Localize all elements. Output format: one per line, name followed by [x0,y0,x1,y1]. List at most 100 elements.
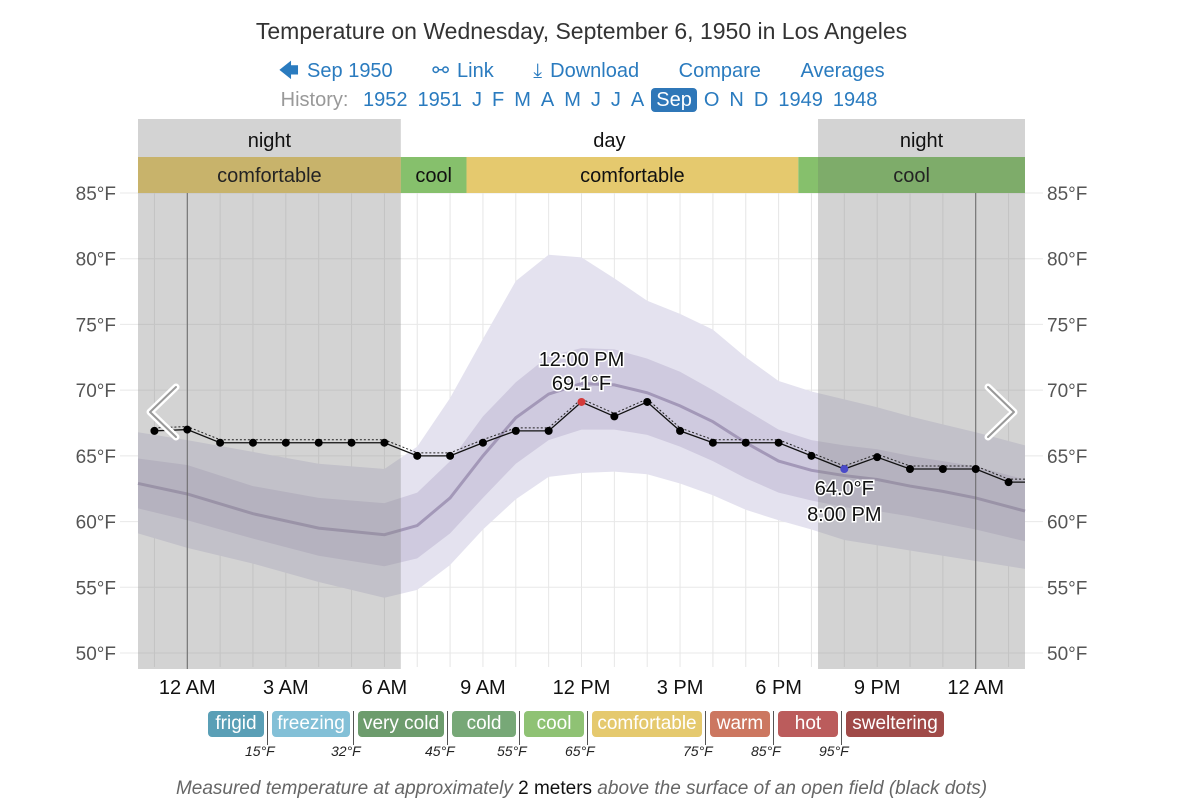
x-tick-label: 9 AM [460,677,506,699]
annotation-time: 12:00 PM [539,349,625,371]
prev-day-arrow-icon[interactable] [149,386,177,438]
history-link-8[interactable]: J [610,89,621,111]
measured-point [281,438,290,447]
night-shade [138,119,401,669]
history-link-10[interactable]: Sep [651,88,697,112]
history-link-11[interactable]: O [703,89,720,111]
average-line [137,382,1026,537]
legend-item-cold: cold [452,711,516,737]
night-shade-band [818,157,1025,193]
legend-item-hot: hot [778,711,838,737]
download-button[interactable]: ⤓ Download [533,60,639,82]
link-button[interactable]: ⚯ Link [432,60,493,82]
y-tick-label-left: 65°F [76,447,116,468]
measured-point [971,465,980,473]
history-link-6[interactable]: M [564,89,581,111]
x-tick-label: 12 PM [553,677,611,699]
measured-point [544,426,553,435]
history-link-2[interactable]: J [472,89,483,111]
history-link-12[interactable]: N [729,89,744,111]
y-tick-label-right: 60°F [1047,513,1087,534]
legend-item-sweltering: sweltering [846,711,944,737]
history-link-5[interactable]: A [540,89,555,111]
comfort-band-label: comfortable [217,165,322,187]
history-link-1[interactable]: 1951 [417,89,463,111]
history-label: History: [280,89,349,111]
band-25-75 [138,348,1025,567]
measured-point [150,426,159,435]
measured-point [216,438,225,447]
nav-bar: 🡄 Sep 1950 ⚯ Link ⤓ Download Compare Averag… [0,56,1163,90]
measured-point [1004,478,1013,487]
legend-threshold-tick [705,711,706,745]
measured-point [413,451,422,460]
legend-threshold-tick [519,711,520,745]
measured-point [183,425,192,434]
legend-item-very-cold: very cold [358,711,444,737]
x-tick-label: 9 PM [854,677,901,699]
history-link-15[interactable]: 1948 [832,89,878,111]
measured-point [708,438,717,447]
measured-point [248,438,257,447]
x-tick-label: 3 PM [657,677,704,699]
caption-pre: Measured temperature at approximately [175,778,519,799]
caption-bold: 2 meters [518,778,593,799]
arrow-left-icon: 🡄 [278,60,300,82]
compare-link[interactable]: Compare [678,60,761,82]
caption-post: above the surface of an open field (blac… [592,778,988,799]
history-nav: History: 1952 1951 J F M A M J J A Sep O N D 1949 1948 [0,88,1163,112]
measured-point [478,438,487,447]
prev-month-label: Sep 1950 [307,60,393,82]
legend-threshold-label: 45°F [425,743,455,759]
annotation-text: 69.1°F [552,373,611,395]
y-tick-label-right: 70°F [1047,381,1087,402]
measured-point [807,451,816,460]
y-tick-label-left: 50°F [76,644,116,665]
measured-point [347,438,356,447]
download-icon: ⤓ [533,60,543,82]
history-link-0[interactable]: 1952 [363,89,408,111]
history-link-13[interactable]: D [753,89,769,111]
y-tick-label-left: 70°F [76,381,116,402]
measured-point [511,426,520,435]
comfort-band [400,157,467,193]
x-tick-label: 6 AM [362,677,408,699]
extreme-point [840,465,849,473]
y-tick-label-right: 65°F [1047,447,1087,468]
legend-threshold-tick [773,711,774,745]
next-day-arrow-icon[interactable] [987,386,1015,438]
x-tick-label: 3 AM [263,677,309,699]
history-link-3[interactable]: F [492,89,505,111]
download-label: Download [550,60,640,82]
y-tick-label-left: 55°F [76,578,116,599]
legend-threshold-label: 85°F [751,743,781,759]
measured-point [380,438,389,447]
legend-threshold-tick [587,711,588,745]
daylight-label: day [593,130,625,152]
history-link-9[interactable]: A [630,89,645,111]
measured-dotted-line [154,398,1025,480]
averages-link[interactable]: Averages [800,60,885,82]
legend-threshold-label: 32°F [331,743,361,759]
measured-point [774,438,783,447]
legend-item-comfortable: comfortable [592,711,702,737]
history-link-14[interactable]: 1949 [778,89,823,111]
legend-item-freezing: freezing [272,711,350,737]
legend-threshold-tick [353,711,354,745]
measured-point [906,465,915,473]
history-link-4[interactable]: M [514,89,531,111]
legend-item-frigid: frigid [208,711,264,737]
history-link-7[interactable]: J [590,89,601,111]
legend-threshold-tick [447,711,448,745]
annotation-text: 64.0°F [815,478,874,500]
caption: Measured temperature at approximately 2 … [0,778,1163,800]
prev-month-link[interactable]: 🡄 Sep 1950 [278,60,392,82]
y-tick-label-right: 55°F [1047,578,1087,599]
measured-point [314,438,323,447]
comfort-band-label: cool [893,165,930,187]
y-tick-label-left: 85°F [76,184,116,205]
y-tick-label-right: 50°F [1047,644,1087,665]
measured-point [741,438,750,447]
measured-point [938,465,947,473]
